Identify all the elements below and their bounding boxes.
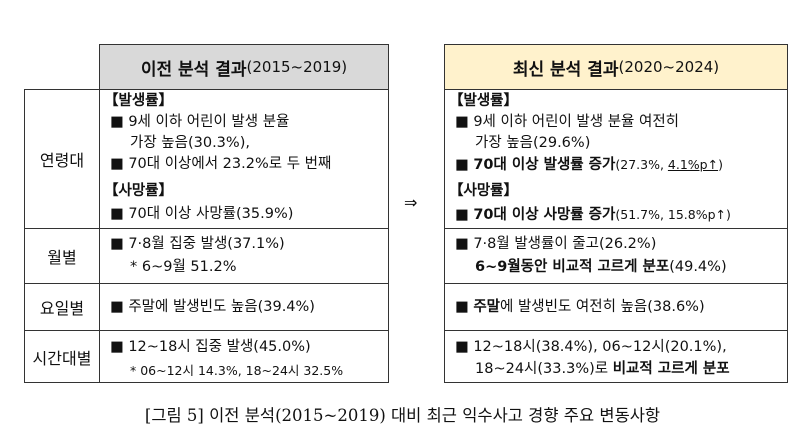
- prev-time-bullet: ■ 12~18시 집중 발생(45.0%): [110, 339, 311, 355]
- prev-header-title: 이전 분석 결과: [140, 59, 247, 80]
- figure-caption: [그림 5] 이전 분석(2015~2019) 대비 최근 익수사고 경향 주요…: [144, 406, 661, 425]
- row-label-time: 시간대별: [24, 330, 100, 383]
- new-month-cell: ■ 7·8월 발생률이 줄고(26.2%) 6~9월동안 비교적 고르게 분포(…: [444, 228, 788, 284]
- new-age-bullet-1: ■ 9세 이하 어린이 발생 분율 여전히: [455, 114, 680, 130]
- prev-age-bullet-1: ■ 9세 이하 어린이 발생 분율: [110, 114, 290, 130]
- new-time-line-2: 18~24시(33.3%)로 비교적 고르게 분포: [475, 361, 730, 377]
- new-weekday-bullet: ■ 주말에 발생빈도 여전히 높음(38.6%): [455, 299, 705, 315]
- new-age-cell: 【발생률】 ■ 9세 이하 어린이 발생 분율 여전히 가장 높음(29.6%)…: [444, 89, 788, 229]
- new-incidence-tag: 【발생률】: [449, 93, 519, 109]
- prev-time-note: * 06~12시 14.3%, 18~24시 32.5%: [130, 363, 344, 378]
- new-age-line-1b: 가장 높음(29.6%): [475, 135, 591, 151]
- prev-age-bullet-2: ■ 70대 이상에서 23.2%로 두 번째: [110, 156, 332, 172]
- prev-time-cell: ■ 12~18시 집중 발생(45.0%) * 06~12시 14.3%, 18…: [99, 330, 389, 383]
- row-label-weekday: 요일별: [24, 283, 100, 331]
- prev-weekday-cell: ■ 주말에 발생빈도 높음(39.4%): [99, 283, 389, 331]
- prev-age-line-1b: 가장 높음(30.3%),: [130, 135, 250, 151]
- new-header-title: 최신 분석 결과: [512, 59, 619, 80]
- prev-weekday-bullet: ■ 주말에 발생빈도 높음(39.4%): [110, 299, 315, 315]
- new-month-bullet: ■ 7·8월 발생률이 줄고(26.2%): [455, 236, 657, 252]
- prev-header-period: (2015~2019): [246, 58, 348, 76]
- new-death-bullet: ■ 70대 이상 사망률 증가(51.7%, 15.8%p↑): [455, 207, 731, 223]
- new-age-bullet-2: ■ 70대 이상 발생률 증가(27.3%, 4.1%p↑): [455, 157, 723, 173]
- row-label-age: 연령대: [24, 89, 100, 229]
- new-time-bullet: ■ 12~18시(38.4%), 06~12시(20.1%),: [455, 339, 727, 355]
- new-header-period: (2020~2024): [618, 58, 720, 76]
- prev-age-cell: 【발생률】 ■ 9세 이하 어린이 발생 분율 가장 높음(30.3%), ■ …: [99, 89, 389, 229]
- row-label-month: 월별: [24, 228, 100, 284]
- prev-death-bullet: ■ 70대 이상 사망률(35.9%): [110, 206, 294, 222]
- new-analysis-header: 최신 분석 결과 (2020~2024): [444, 44, 788, 90]
- prev-month-bullet: ■ 7·8월 집중 발생(37.1%): [110, 236, 285, 252]
- new-time-cell: ■ 12~18시(38.4%), 06~12시(20.1%), 18~24시(3…: [444, 330, 788, 383]
- new-month-line-2: 6~9월동안 비교적 고르게 분포(49.4%): [475, 259, 727, 275]
- new-weekday-cell: ■ 주말에 발생빈도 여전히 높음(38.6%): [444, 283, 788, 331]
- prev-death-tag: 【사망률】: [104, 183, 174, 199]
- prev-analysis-header: 이전 분석 결과 (2015~2019): [99, 44, 389, 90]
- new-death-tag: 【사망률】: [449, 183, 519, 199]
- prev-month-cell: ■ 7·8월 집중 발생(37.1%) * 6~9월 51.2%: [99, 228, 389, 284]
- prev-incidence-tag: 【발생률】: [104, 93, 174, 109]
- prev-month-note: * 6~9월 51.2%: [130, 259, 237, 275]
- arrow-icon: ⇒: [404, 193, 418, 212]
